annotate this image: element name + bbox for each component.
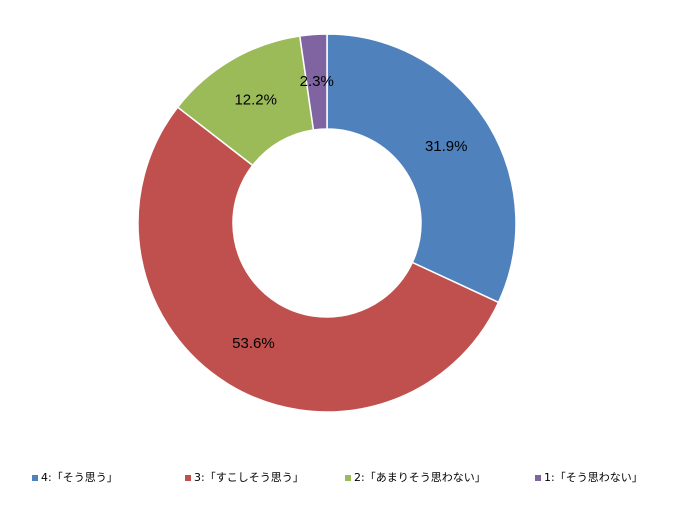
data-label: 2.3%: [300, 73, 334, 90]
donut-segment: [326, 33, 517, 304]
legend-swatch: [32, 475, 38, 481]
legend-swatch: [345, 475, 351, 481]
legend-swatch: [185, 475, 191, 481]
donut-segment: [298, 33, 328, 131]
data-label: 12.2%: [234, 92, 277, 109]
legend-swatch: [535, 475, 541, 481]
donut-segment: [137, 106, 500, 413]
data-label: 31.9%: [425, 138, 468, 155]
legend-label: 1:「そう思わない」: [544, 471, 643, 484]
legend-label: 2:「あまりそう思わない」: [354, 471, 486, 484]
data-label: 53.6%: [232, 335, 275, 352]
legend-label: 3:「すこしそう思う」: [194, 471, 304, 484]
legend-label: 4:「そう思う」: [41, 471, 118, 484]
